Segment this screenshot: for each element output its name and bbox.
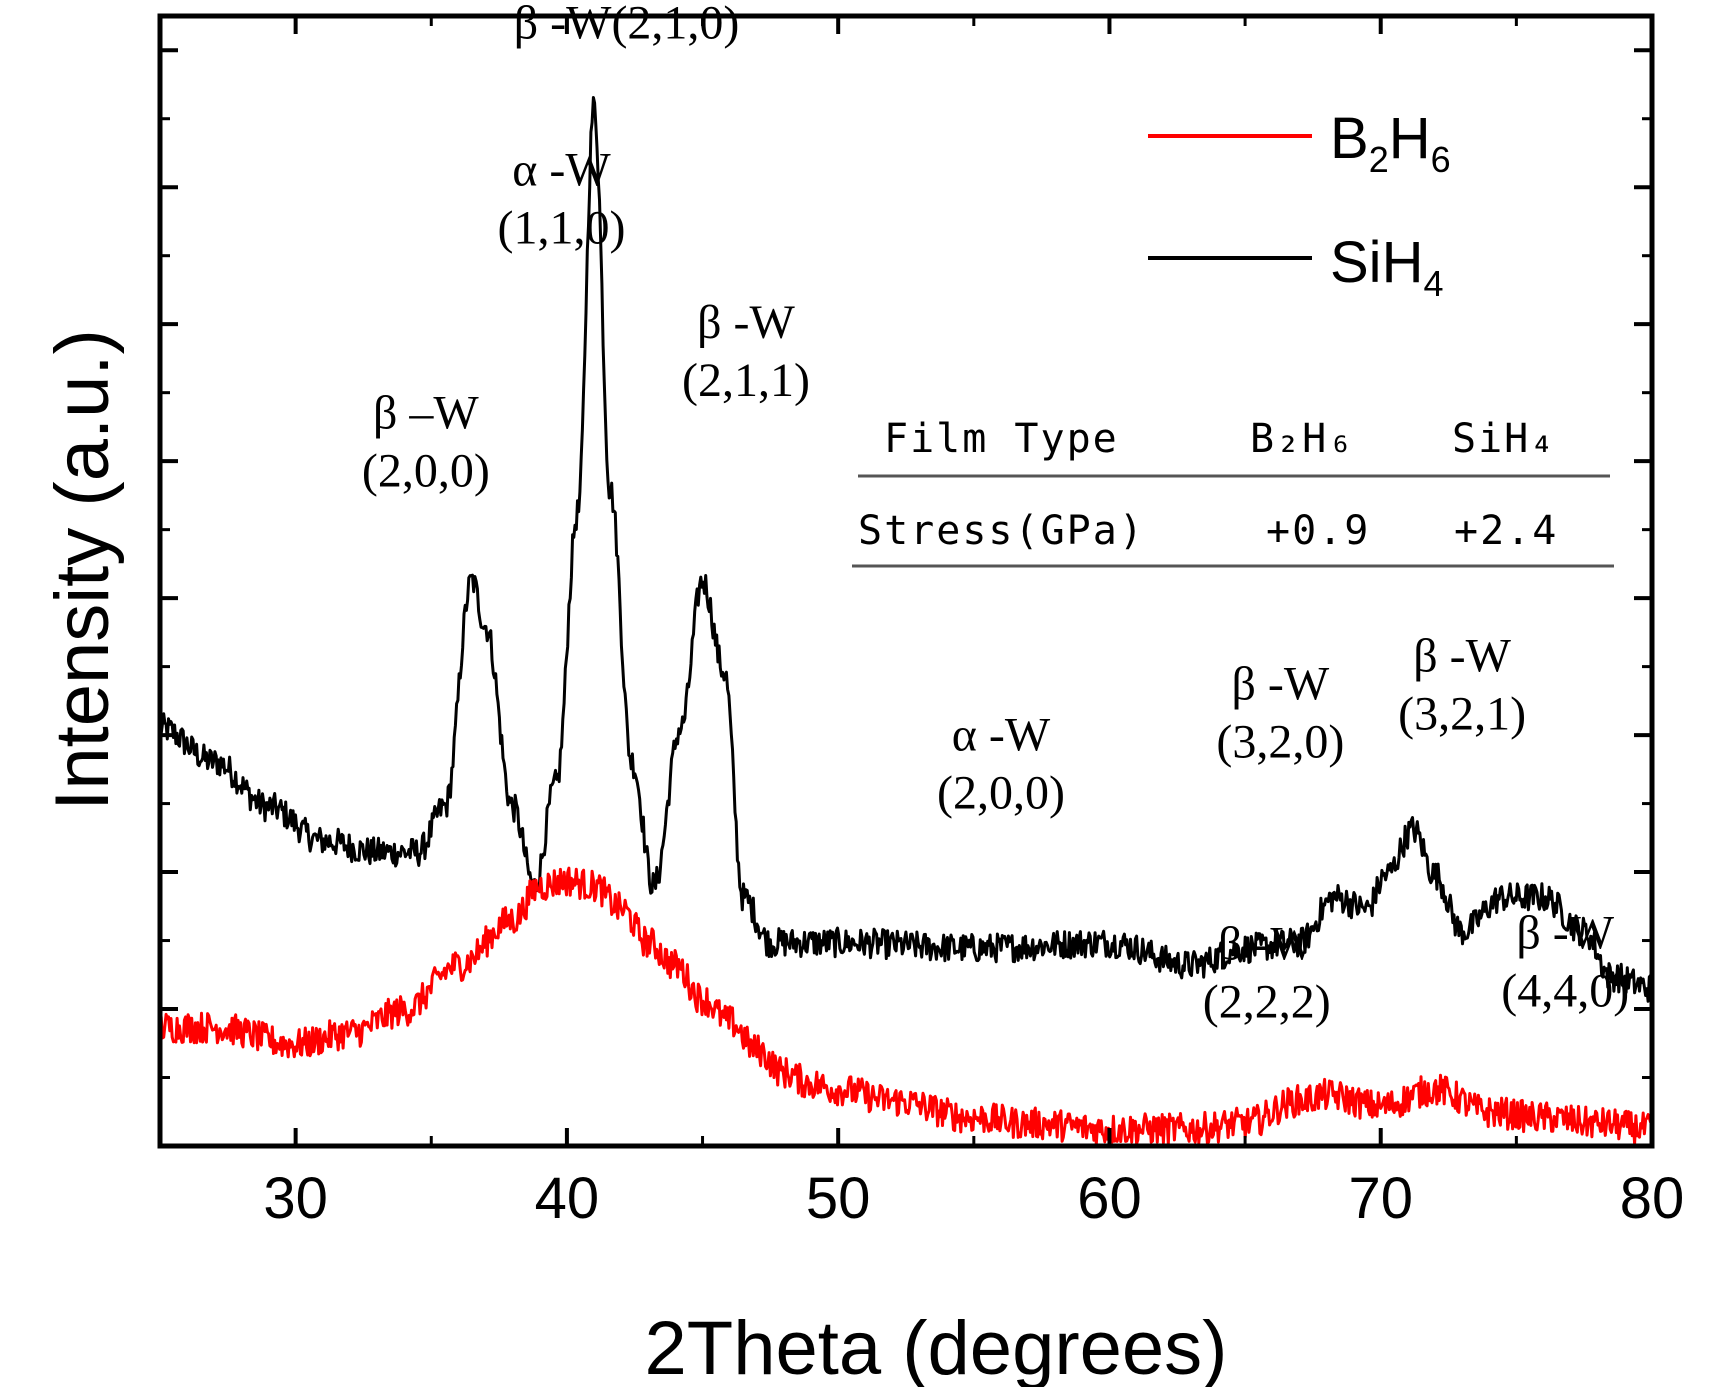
peak-annotation: β -W(2,1,0) (514, 0, 740, 50)
table-value-b2h6: +0.9 (1266, 508, 1370, 554)
peak-annotation-line: β –W (373, 386, 479, 439)
peak-annotation-line: β -W (1218, 918, 1316, 971)
peak-annotation: α -W (2,0,0) (937, 709, 1065, 820)
peak-annotation-line: β -W (1231, 658, 1329, 711)
peak-annotation-line: (2,1,1) (682, 354, 810, 407)
legend: B2H6 SiH4 (1148, 106, 1451, 304)
table-value-sih4: +2.4 (1454, 508, 1558, 554)
peak-annotation-line: α -W (952, 709, 1051, 762)
legend-label-sih4: SiH4 (1330, 230, 1444, 304)
x-tick-label: 80 (1620, 1166, 1685, 1231)
peak-annotation-line: (1,1,0) (497, 202, 625, 255)
peak-annotation: α -W (1,1,0) (497, 144, 625, 255)
legend-label-b2h6: B2H6 (1330, 106, 1451, 180)
peak-annotation: β -W (2,1,1) (682, 296, 810, 407)
axis-layer: 30 40 50 60 70 80 (157, 13, 1685, 1231)
peak-annotation-line: α -W (512, 144, 611, 197)
annotation-layer: β –W (2,0,0)α -W (1,1,0)β -W(2,1,0)β -W (2,… (362, 0, 1629, 1029)
x-axis-title: 2Theta (degrees) (645, 1306, 1228, 1387)
plot-frame (157, 13, 1655, 1149)
table-header-film-type: Film Type (884, 416, 1119, 462)
series-line-sih4 (158, 96, 1654, 1003)
x-tick-label: 30 (263, 1166, 328, 1231)
peak-annotation-line: β -W (697, 296, 795, 349)
table-row-label: Stress(GPa) (858, 508, 1145, 554)
stress-table: Film Type B₂H₆ SiH₄ Stress(GPa) +0.9 +2.… (852, 416, 1614, 568)
peak-annotation: β -W (2,2,2) (1203, 918, 1331, 1029)
y-axis-title: Intensity (a.u.) (40, 329, 125, 811)
peak-annotation-line: (2,2,2) (1203, 976, 1331, 1029)
peak-annotation-line: (2,0,0) (362, 444, 490, 497)
peak-annotation-line: (2,0,0) (937, 767, 1065, 820)
peak-annotation: β –W (2,0,0) (362, 386, 490, 497)
table-header-b2h6: B₂H₆ (1250, 416, 1354, 462)
peak-annotation-line: β -W (1516, 906, 1614, 959)
peak-annotation-line: β -W (1413, 629, 1511, 682)
peak-annotation-line: (4,4,0) (1501, 964, 1629, 1017)
peak-annotation-line: (3,2,1) (1398, 687, 1526, 740)
table-header-sih4: SiH₄ (1452, 416, 1556, 462)
series-layer (158, 96, 1654, 1146)
peak-annotation: β -W (4,4,0) (1501, 906, 1629, 1017)
x-tick-label: 40 (535, 1166, 600, 1231)
series-line-b2h6 (158, 866, 1653, 1146)
peak-annotation-line: β -W(2,1,0) (514, 0, 740, 50)
x-tick-label: 50 (806, 1166, 871, 1231)
x-tick-label: 70 (1348, 1166, 1413, 1231)
x-tick-label: 60 (1077, 1166, 1142, 1231)
peak-annotation-line: (3,2,0) (1216, 716, 1344, 769)
peak-annotation: β -W (3,2,0) (1216, 658, 1344, 769)
peak-annotation: β -W (3,2,1) (1398, 629, 1526, 740)
